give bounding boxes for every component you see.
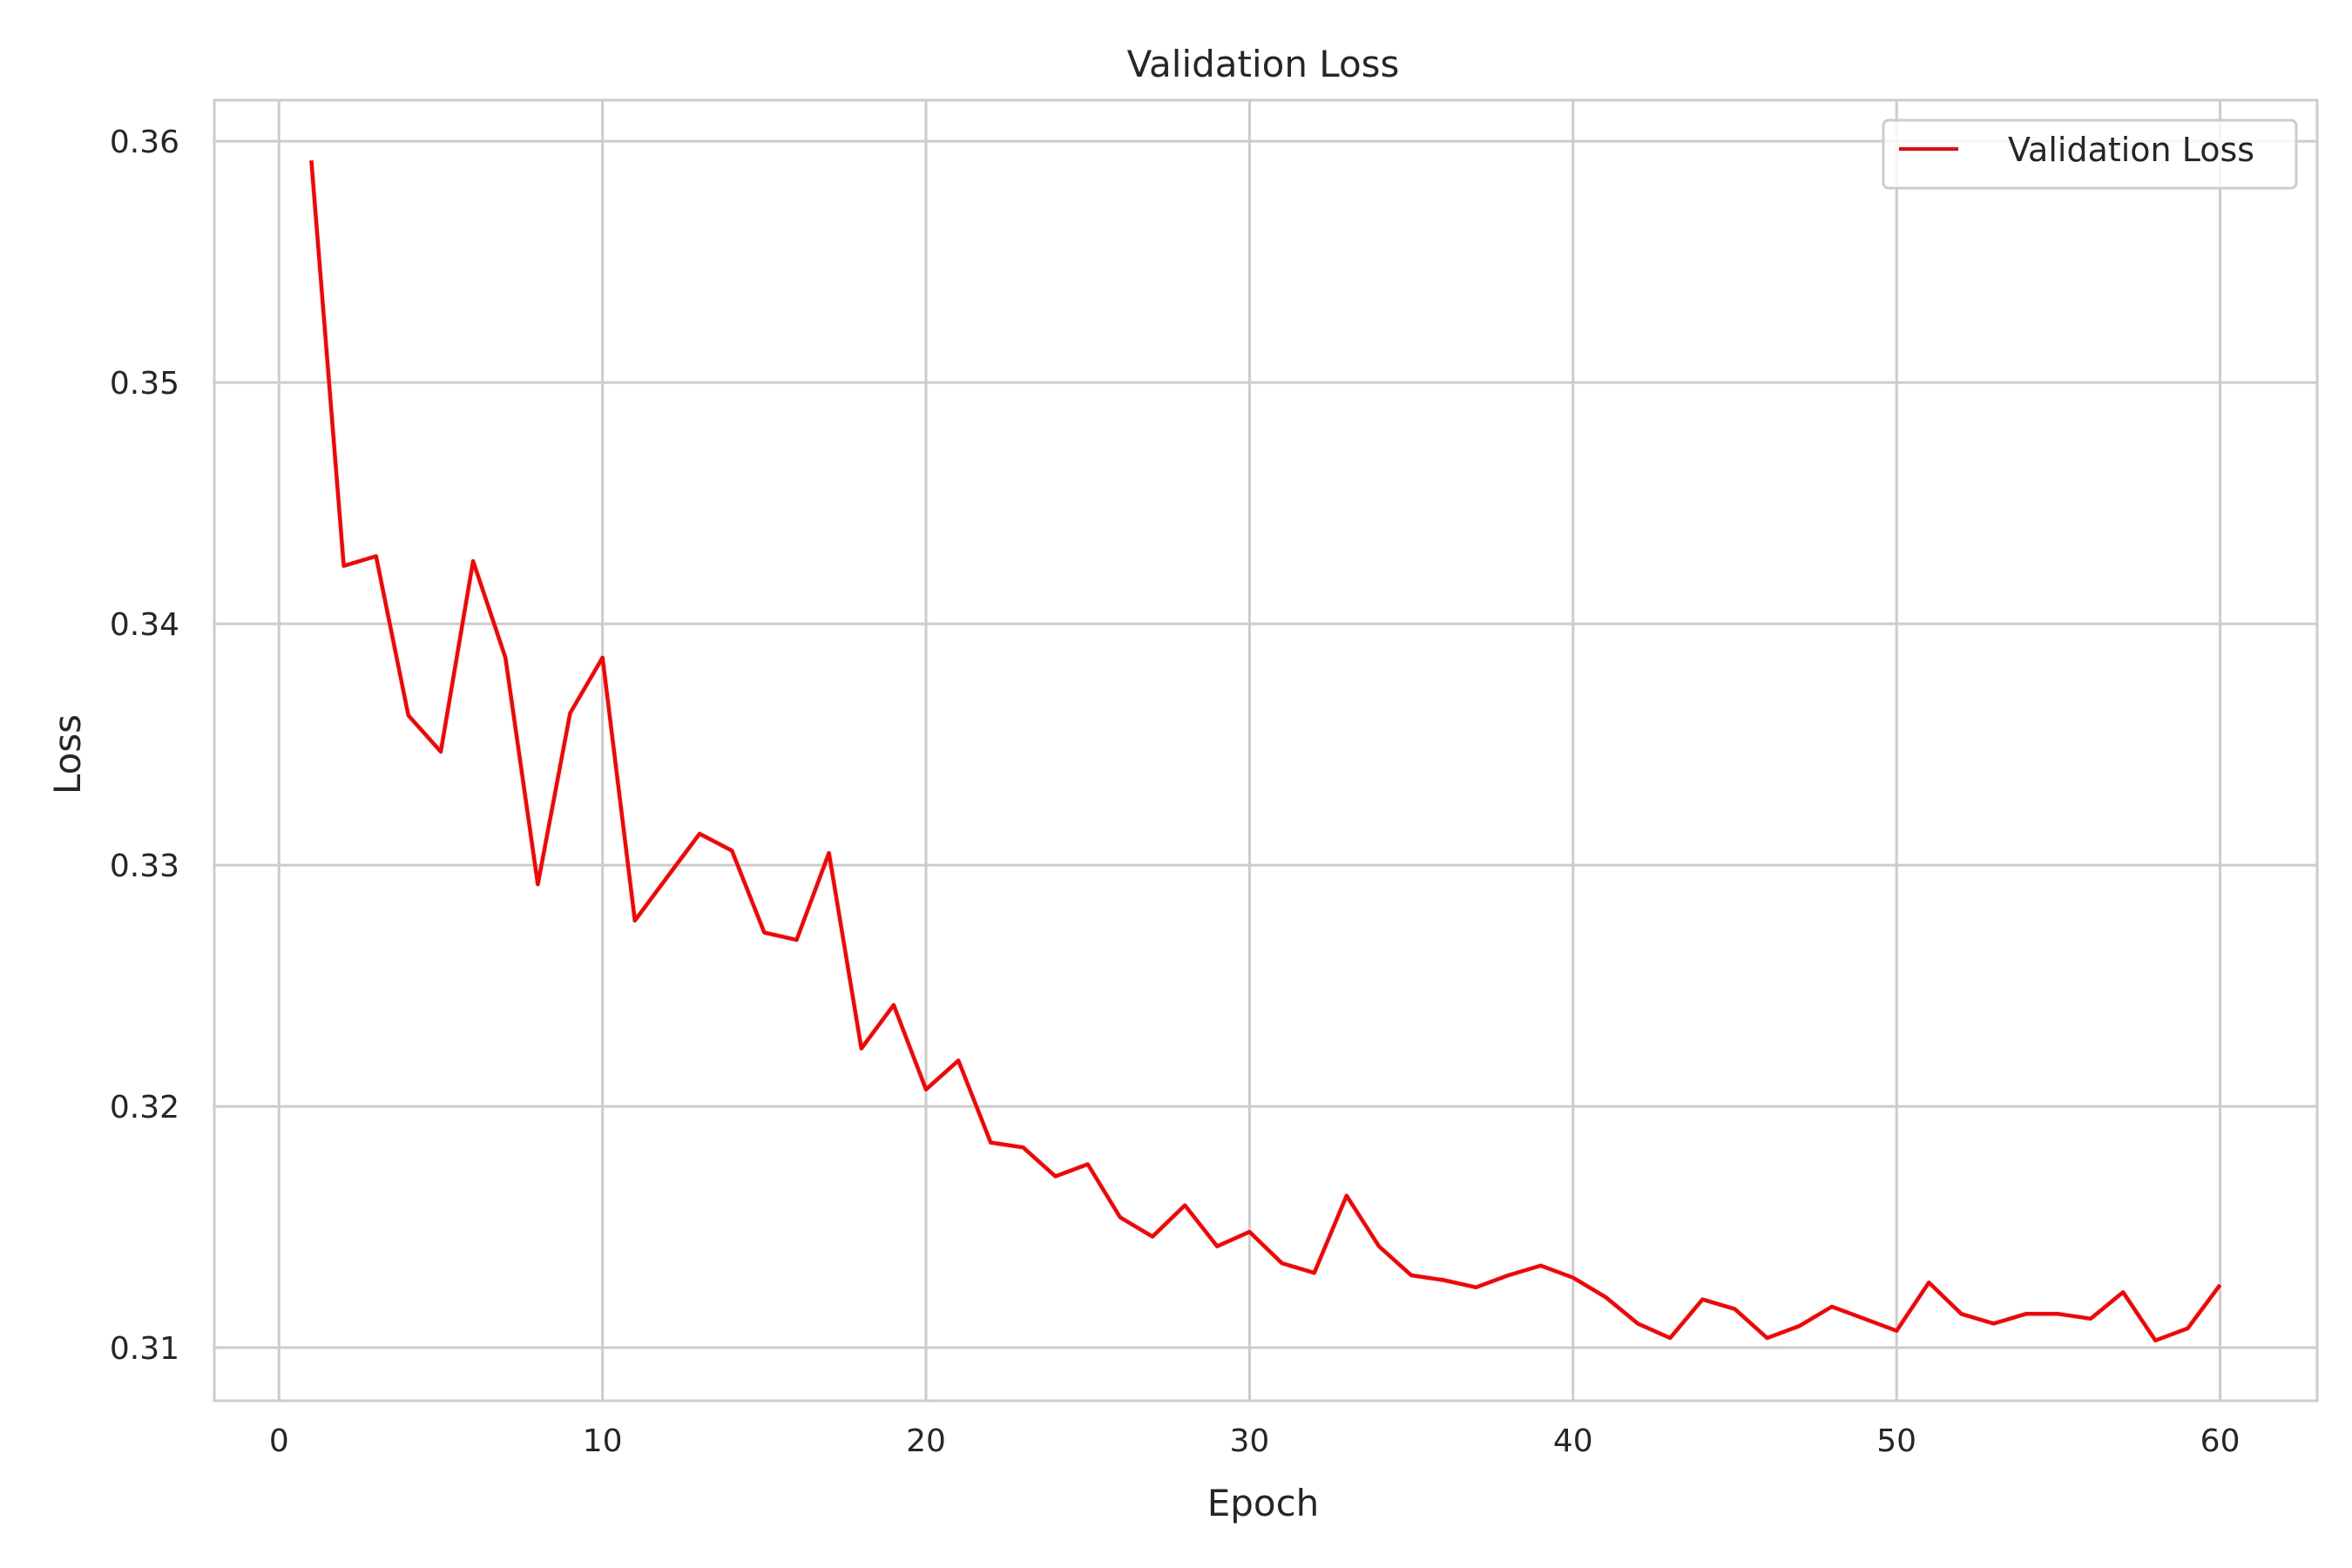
y-tick-label: 0.34: [110, 607, 179, 643]
chart-title: Validation Loss: [1127, 43, 1400, 85]
x-tick-label: 30: [1230, 1423, 1270, 1459]
x-tick-label: 10: [583, 1423, 623, 1459]
legend: Validation Loss: [1882, 118, 2298, 190]
x-tick-label: 20: [906, 1423, 946, 1459]
y-tick-label: 0.33: [110, 848, 179, 884]
x-tick-label: 50: [1876, 1423, 1916, 1459]
x-tick-labels: 0 10 20 30 40 50 60: [269, 1423, 2240, 1459]
x-tick-label: 0: [269, 1423, 289, 1459]
y-tick-label: 0.31: [110, 1331, 179, 1367]
y-tick-labels: 0.31 0.32 0.33 0.34 0.35 0.36: [110, 125, 179, 1367]
x-axis-title: Epoch: [1207, 1482, 1320, 1524]
legend-label: Validation Loss: [2008, 131, 2254, 169]
y-axis-title: Loss: [46, 714, 89, 794]
series-layer: [309, 160, 2222, 1343]
grid: [214, 100, 2317, 1401]
legend-box: [1882, 118, 2298, 190]
x-tick-label: 60: [2200, 1423, 2240, 1459]
y-tick-label: 0.32: [110, 1090, 179, 1125]
x-tick-label: 40: [1553, 1423, 1593, 1459]
y-tick-label: 0.35: [110, 366, 179, 402]
plot-frame: [213, 98, 2319, 1402]
validation-loss-line: [309, 160, 2222, 1343]
y-tick-label: 0.36: [110, 125, 179, 160]
